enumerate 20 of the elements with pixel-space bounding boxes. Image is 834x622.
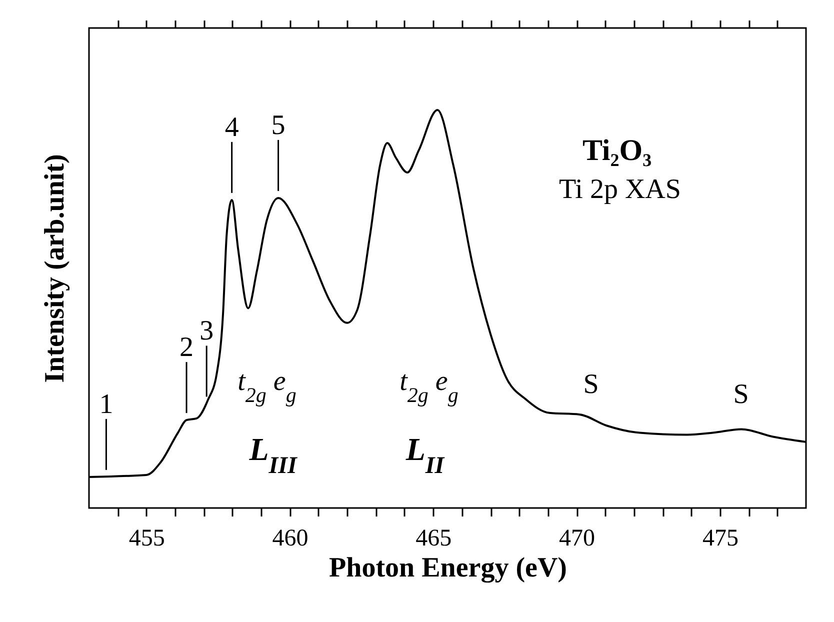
- annotation: 3: [200, 316, 214, 347]
- y-axis-title: Intensity (arb.unit): [40, 154, 70, 383]
- annotation: 5: [271, 110, 286, 141]
- x-tick-label: 465: [416, 526, 452, 552]
- annotation: t$_{2g}$ e$_{g}$: [238, 366, 296, 407]
- annotation: t$_{2g}$ e$_{g}$: [400, 366, 458, 407]
- annotation: 4: [224, 112, 239, 143]
- x-tick-label: 455: [128, 526, 165, 552]
- annotation: Ti₂O₃: [582, 134, 652, 167]
- x-axis-title: Photon Energy (eV): [329, 552, 567, 584]
- x-tick-label: 475: [702, 526, 738, 552]
- annotation: S: [583, 369, 599, 400]
- annotation: L$_{III}$: [248, 431, 298, 479]
- annotation: L$_{II}$: [404, 431, 446, 479]
- x-tick-label: 460: [272, 526, 308, 552]
- annotation: S: [733, 379, 749, 410]
- x-tick-label: 470: [559, 526, 596, 552]
- annotation: 2: [180, 332, 194, 364]
- annotation: 1: [99, 388, 114, 420]
- annotation: Ti 2p XAS: [559, 174, 681, 205]
